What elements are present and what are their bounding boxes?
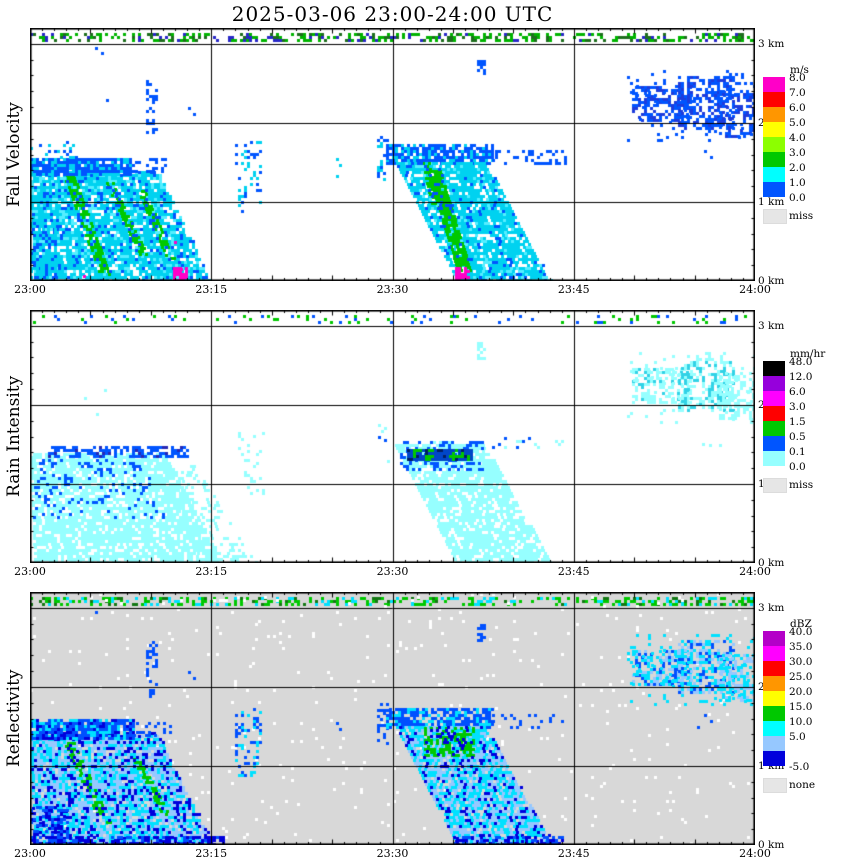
legend-color-swatch	[763, 631, 785, 646]
legend-color-swatch	[763, 676, 785, 691]
x-tick-label: 24:00	[739, 565, 771, 578]
legend-value-label: 3.0	[789, 401, 806, 413]
legend-miss-swatch	[763, 209, 787, 224]
x-tick-label: 23:15	[195, 847, 228, 860]
legend-color-swatch	[763, 361, 785, 376]
legend-value-label: 7.0	[789, 87, 806, 99]
rain-intensity-time-axis: 23:00 23:15 23:30 23:45 24:00	[0, 565, 850, 580]
legend-value-label: 8.0	[789, 72, 806, 84]
legend-miss-swatch	[763, 778, 787, 793]
legend-value-label: 0.0	[789, 461, 806, 473]
legend-color-swatch	[763, 451, 785, 466]
legend-value-label: 10.0	[789, 716, 813, 728]
reflectivity-axis-label: Reflectivity	[4, 669, 24, 768]
legend-color-swatch	[763, 751, 785, 766]
legend-color-swatch	[763, 107, 785, 122]
legend-value-label: 6.0	[789, 102, 806, 114]
rain-intensity-axis-label: Rain Intensity	[4, 375, 24, 498]
fall-velocity-time-axis: 23:00 23:15 23:30 23:45 24:00	[0, 283, 850, 298]
height-tick-label: 3 km	[758, 319, 785, 332]
legend-value-label: 3.0	[789, 147, 806, 159]
reflectivity-heatmap-canvas	[30, 592, 755, 845]
x-tick-label: 23:15	[195, 565, 228, 578]
legend-value-label: 15.0	[789, 701, 813, 713]
legend-value-label: 2.0	[789, 162, 806, 174]
x-tick-label: 23:30	[376, 565, 409, 578]
legend-color-swatch	[763, 661, 785, 676]
legend-value-label: 30.0	[789, 656, 813, 668]
legend-value-label: 5.0	[789, 117, 806, 129]
height-tick-label: 3 km	[758, 37, 785, 50]
legend-color-swatch	[763, 436, 785, 451]
legend-miss-label: miss	[789, 210, 814, 222]
legend-unit-label: mm/hr	[790, 348, 826, 360]
legend-color-swatch	[763, 182, 785, 197]
chart-title: 2025-03-06 23:00-24:00 UTC	[231, 2, 554, 26]
height-tick-label: 0 km	[758, 275, 785, 287]
legend-value-label: 35.0	[789, 641, 813, 653]
rain-intensity-heatmap-canvas	[30, 310, 755, 563]
reflectivity-time-axis: 23:00 23:15 23:30 23:45 24:00	[0, 847, 850, 862]
legend-color-swatch	[763, 406, 785, 421]
legend-color-swatch	[763, 167, 785, 182]
x-tick-label: 23:30	[376, 283, 409, 296]
legend-color-swatch	[763, 421, 785, 436]
legend-color-swatch	[763, 646, 785, 661]
legend-unit-label: dBZ	[790, 618, 812, 630]
fall-velocity-legend: m/s 8.0 7.0 6.0 5.0 4.0 3.0 2.0 1.0 0.0 miss	[763, 64, 849, 224]
legend-miss-label: miss	[789, 479, 814, 491]
x-tick-label: 23:45	[557, 565, 590, 578]
x-tick-label: 23:00	[14, 565, 46, 578]
legend-color-swatch	[763, 721, 785, 736]
legend-color-swatch	[763, 152, 785, 167]
rain-intensity-panel: Rain Intensity 23:00 23:15 23:30 23:45 24:00…	[0, 310, 850, 582]
height-tick-label: 1 km	[758, 195, 785, 208]
rain-intensity-legend: mm/hr 48.0 12.0 6.0 3.0 1.5 0.5 0.1 0.0 miss	[763, 348, 849, 493]
legend-value-label: 0.5	[789, 431, 806, 443]
fall-velocity-panel: Fall Velocity 23:00 23:15 23:30 23:45 24:00 …	[0, 28, 850, 300]
legend-color-swatch	[763, 706, 785, 721]
legend-value-label: 4.0	[789, 132, 806, 144]
x-tick-label: 23:00	[14, 847, 46, 860]
legend-miss-swatch	[763, 478, 787, 493]
x-tick-label: 24:00	[739, 847, 771, 860]
legend-value-label: 40.0	[789, 626, 813, 638]
x-tick-label: 23:15	[195, 283, 228, 296]
legend-color-swatch	[763, 137, 785, 152]
legend-color-swatch	[763, 691, 785, 706]
legend-color-swatch	[763, 77, 785, 92]
legend-color-swatch	[763, 391, 785, 406]
x-tick-label: 23:30	[376, 847, 409, 860]
legend-value-label: 12.0	[789, 371, 813, 383]
legend-value-label: -5.0	[789, 761, 810, 773]
legend-value-label: 6.0	[789, 386, 806, 398]
legend-value-label: 1.0	[789, 177, 806, 189]
legend-miss-label: none	[789, 779, 816, 791]
x-tick-label: 23:45	[557, 283, 590, 296]
legend-value-label: 20.0	[789, 686, 813, 698]
legend-color-swatch	[763, 376, 785, 391]
fall-velocity-axis-label: Fall Velocity	[4, 102, 24, 207]
reflectivity-legend: dBZ 40.0 35.0 30.0 25.0 20.0 15.0 10.0 5.0 -5.0 n…	[763, 618, 849, 793]
reflectivity-panel: Reflectivity 23:00 23:15 23:30 23:45 24:00 0…	[0, 592, 850, 864]
legend-unit-label: m/s	[790, 64, 809, 76]
legend-value-label: 5.0	[789, 731, 806, 743]
legend-value-label: 0.0	[789, 192, 806, 204]
x-tick-label: 23:00	[14, 283, 46, 296]
legend-value-label: 0.1	[789, 446, 806, 458]
height-tick-label: 0 km	[758, 557, 785, 569]
fall-velocity-heatmap-canvas	[30, 28, 755, 281]
legend-color-swatch	[763, 122, 785, 137]
height-tick-label: 0 km	[758, 839, 785, 851]
height-tick-label: 3 km	[758, 601, 785, 614]
legend-value-label: 25.0	[789, 671, 813, 683]
x-tick-label: 23:45	[557, 847, 590, 860]
legend-value-label: 48.0	[789, 356, 813, 368]
legend-color-swatch	[763, 736, 785, 751]
legend-color-swatch	[763, 92, 785, 107]
legend-value-label: 1.5	[789, 416, 806, 428]
x-tick-label: 24:00	[739, 283, 771, 296]
